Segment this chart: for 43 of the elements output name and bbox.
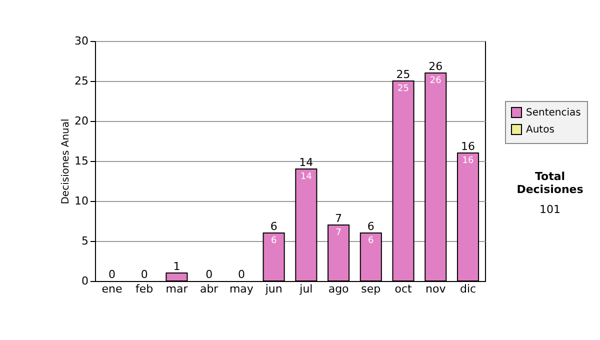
- total-label: 0: [206, 268, 213, 281]
- total-label: 6: [367, 220, 374, 233]
- total-label: 14: [299, 156, 314, 169]
- data-label: 25: [398, 84, 410, 94]
- total-label: 1: [173, 260, 180, 273]
- data-label: 26: [430, 76, 442, 86]
- x-tick-label: dic: [460, 282, 476, 296]
- y-tick-label: 25: [74, 74, 88, 88]
- x-tick-label: oct: [394, 282, 413, 296]
- text: Total Decisiones: [516, 170, 584, 196]
- y-tick-label: 15: [74, 154, 88, 168]
- total-label: 26: [428, 60, 443, 73]
- total-label: 0: [140, 268, 148, 281]
- total-label: 6: [270, 220, 278, 233]
- y-tick-label: 30: [74, 34, 88, 48]
- total-label: 16: [461, 140, 476, 153]
- legend-label: Sentencias: [526, 108, 581, 118]
- y-tick-label: 5: [82, 234, 88, 248]
- x-tick-label: abr: [200, 282, 219, 296]
- x-tick-label: jun: [264, 282, 282, 296]
- total-label: 25: [396, 68, 410, 81]
- data-label: 6: [270, 236, 277, 246]
- legend-label: Autos: [526, 124, 554, 136]
- y-tick-label: 10: [74, 194, 88, 208]
- x-tick-label: jul: [298, 282, 313, 296]
- y-axis-title: Decisiones Anual: [60, 118, 72, 204]
- total-label: 0: [238, 268, 245, 281]
- x-tick-label: sep: [361, 282, 381, 296]
- x-tick-label: mar: [166, 282, 188, 296]
- data-label: 6: [368, 236, 374, 246]
- x-tick-label: ago: [328, 282, 350, 296]
- x-tick-label: ene: [102, 282, 122, 296]
- data-label: 7: [336, 228, 342, 238]
- x-tick-label: may: [229, 282, 254, 296]
- total-label: 0: [108, 268, 116, 281]
- x-tick-label: feb: [136, 282, 154, 296]
- y-tick-label: 20: [74, 114, 88, 128]
- x-tick-label: nov: [426, 282, 446, 296]
- y-tick-label: 0: [82, 274, 88, 288]
- text: 101: [538, 203, 562, 216]
- total-label: 7: [335, 212, 342, 225]
- data-label: 14: [300, 172, 312, 182]
- data-label: 16: [462, 156, 474, 166]
